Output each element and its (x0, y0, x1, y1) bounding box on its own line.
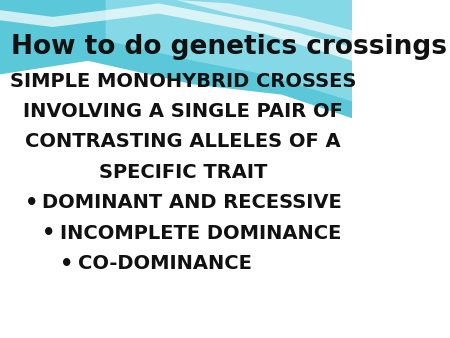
Text: How to do genetics crossings: How to do genetics crossings (10, 34, 446, 60)
Text: •: • (60, 254, 73, 274)
Text: DOMINANT AND RECESSIVE: DOMINANT AND RECESSIVE (42, 193, 342, 212)
Text: SIMPLE MONOHYBRID CROSSES: SIMPLE MONOHYBRID CROSSES (10, 72, 356, 91)
Text: CO-DOMINANCE: CO-DOMINANCE (77, 254, 252, 273)
Text: INVOLVING A SINGLE PAIR OF: INVOLVING A SINGLE PAIR OF (23, 102, 343, 121)
Text: INCOMPLETE DOMINANCE: INCOMPLETE DOMINANCE (60, 224, 341, 243)
Polygon shape (0, 3, 352, 61)
Text: CONTRASTING ALLELES OF A: CONTRASTING ALLELES OF A (25, 132, 341, 151)
Text: SPECIFIC TRAIT: SPECIFIC TRAIT (99, 163, 267, 182)
Text: •: • (25, 193, 38, 213)
Polygon shape (176, 0, 352, 41)
Polygon shape (0, 0, 352, 118)
Polygon shape (106, 0, 352, 101)
Text: •: • (42, 223, 56, 243)
